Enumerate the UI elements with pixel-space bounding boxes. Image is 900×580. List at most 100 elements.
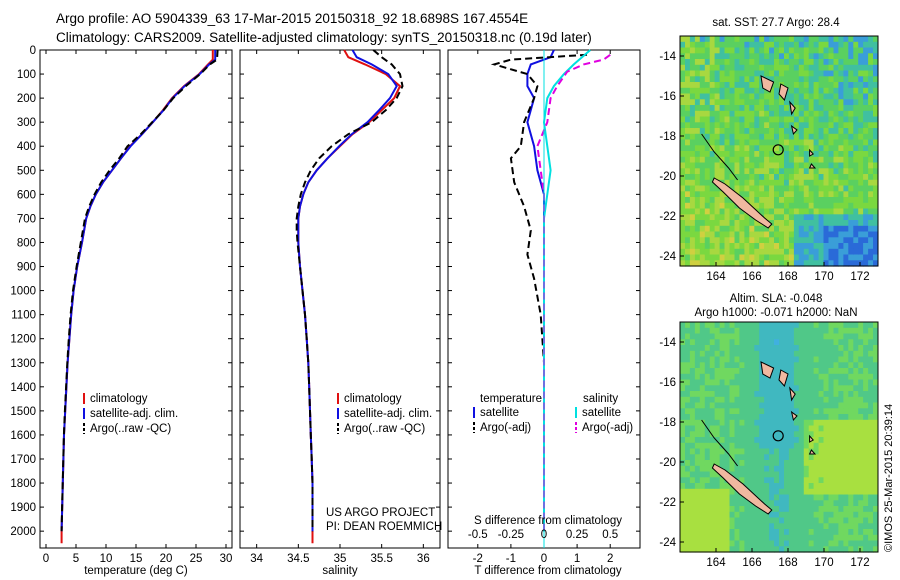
map-cell (769, 540, 775, 547)
map-cell (729, 214, 735, 221)
map-cell (744, 116, 750, 123)
map-cell (873, 385, 879, 392)
map-cell (848, 379, 854, 386)
map-cell (808, 139, 815, 146)
map-cell (779, 431, 785, 438)
map-cell (689, 460, 696, 467)
map-cell (863, 214, 869, 221)
map-cell (873, 373, 879, 381)
map-cell (764, 231, 770, 238)
map-cell (848, 431, 854, 438)
map-cell (724, 202, 730, 210)
map-cell (873, 379, 879, 386)
map-cell (788, 350, 795, 358)
map-cell (734, 442, 740, 450)
map-cell (828, 162, 834, 169)
map-cell (833, 322, 839, 329)
map-cell (873, 231, 879, 238)
map-cell (843, 64, 849, 72)
map-cell (813, 442, 820, 450)
map-cell (680, 174, 686, 181)
map-cell (823, 350, 829, 358)
map-cell (694, 431, 701, 438)
map-cell (803, 448, 810, 455)
map-cell (798, 254, 805, 261)
map-cell (868, 448, 874, 455)
map-cell (719, 345, 726, 352)
map-cell (764, 225, 770, 233)
map-cell (699, 202, 706, 210)
map-cell (685, 122, 691, 129)
map-cell (823, 494, 829, 501)
map-cell (759, 197, 765, 204)
map-cell (680, 546, 686, 553)
map-cell (823, 41, 829, 49)
map-cell (823, 500, 829, 507)
map-cell (788, 322, 795, 329)
map-cell (680, 214, 686, 221)
map-cell (704, 248, 711, 256)
map-cell (793, 151, 800, 158)
map-cell (863, 442, 869, 450)
map-cell (863, 511, 869, 519)
map-cell (734, 174, 740, 181)
map-cell (813, 345, 820, 352)
map-cell (863, 333, 869, 340)
map-cell (798, 385, 805, 392)
map-cell (689, 350, 696, 358)
map-cell (858, 322, 864, 329)
map-cell (873, 448, 879, 455)
map-cell (739, 41, 745, 49)
map-cell (719, 248, 726, 256)
map-cell (724, 156, 730, 164)
map-cell (749, 59, 755, 66)
map-cell (759, 419, 765, 427)
x-tick-label: 25 (190, 553, 203, 565)
x-tick-label: 36 (417, 553, 430, 565)
map-cell (704, 99, 711, 106)
map-cell (863, 128, 869, 135)
map-cell (694, 339, 701, 346)
map-cell (838, 523, 844, 530)
map-cell (798, 174, 805, 181)
map-cell (808, 396, 815, 404)
map-cell (724, 391, 730, 398)
map-cell (873, 105, 879, 112)
map-cell (788, 41, 795, 49)
map-cell (709, 237, 716, 244)
map-cell (774, 116, 780, 123)
map-cell (843, 93, 849, 100)
map-cell (873, 237, 879, 244)
map-cell (818, 506, 825, 513)
map-cell (793, 373, 800, 381)
map-cell (749, 47, 755, 54)
map-cell (818, 47, 825, 54)
map-cell (843, 408, 849, 415)
map-cell (724, 93, 730, 100)
map-cell (828, 408, 834, 415)
map-cell (709, 362, 716, 369)
map-cell (818, 345, 825, 352)
map-cell (724, 53, 730, 60)
map-cell (729, 322, 735, 329)
map-cell (863, 93, 869, 100)
map-cell (719, 122, 726, 129)
map-cell (858, 333, 864, 340)
map-cell (769, 442, 775, 450)
map-cell (863, 260, 869, 267)
map-cell (813, 105, 820, 112)
map-cell (779, 540, 785, 547)
map-cell (774, 500, 780, 507)
map-cell (833, 191, 839, 198)
map-cell (749, 425, 755, 432)
map-cell (803, 500, 810, 507)
map-cell (818, 402, 825, 409)
map-cell (774, 414, 780, 421)
map-cell (680, 471, 686, 478)
map-cell (704, 47, 711, 54)
map-cell (685, 385, 691, 392)
map-cell (853, 128, 859, 135)
map-cell (843, 231, 849, 238)
map-lat-label: -22 (659, 211, 676, 223)
map-cell (754, 327, 760, 335)
